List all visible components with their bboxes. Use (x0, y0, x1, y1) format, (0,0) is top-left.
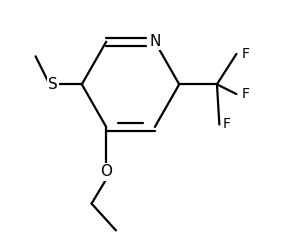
Text: S: S (48, 77, 58, 92)
Text: F: F (223, 118, 231, 131)
Text: O: O (100, 165, 112, 180)
Text: N: N (149, 34, 160, 49)
Text: F: F (241, 47, 249, 61)
Text: F: F (241, 87, 249, 101)
